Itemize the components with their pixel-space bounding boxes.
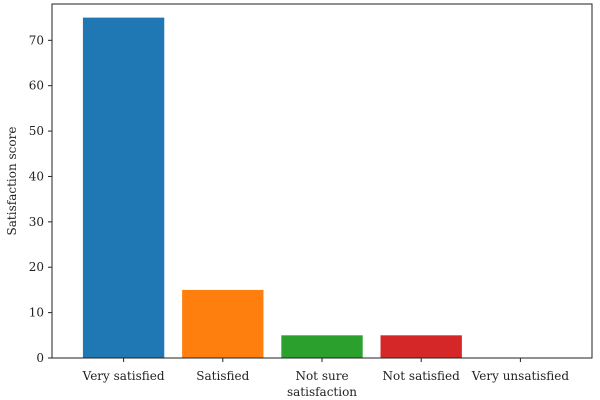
- bar-0: [82, 17, 165, 358]
- x-tick-label-line: Very satisfied: [82, 369, 165, 383]
- x-tick-label-line: Not satisfied: [383, 369, 461, 383]
- y-tick-label: 50: [29, 124, 44, 138]
- bar-1: [182, 289, 264, 358]
- x-tick-label: Very unsatisfied: [471, 369, 570, 383]
- y-tick-label: 20: [29, 260, 44, 274]
- bar-2: [281, 335, 363, 358]
- y-tick-label: 30: [29, 215, 44, 229]
- x-tick-label-line: Very unsatisfied: [471, 369, 570, 383]
- y-tick-label: 70: [29, 33, 44, 47]
- bars-group: [82, 17, 462, 358]
- y-axis-label: Satisfaction score: [5, 127, 19, 236]
- x-tick-label: Very satisfied: [82, 369, 165, 383]
- x-tick-label-line: Satisfied: [196, 369, 249, 383]
- x-tick-label: Satisfied: [196, 369, 249, 383]
- x-tick-label: Not satisfied: [383, 369, 461, 383]
- y-axis-ticks: 0 10 20 30 40 50 60 70: [29, 33, 52, 365]
- x-tick-label: Not sure satisfaction: [287, 369, 357, 399]
- x-axis-ticks: Very satisfied Satisfied Not sure satisfact…: [82, 358, 570, 399]
- plot-frame: [51, 3, 593, 359]
- y-tick-label: 40: [29, 169, 44, 183]
- y-tick-label: 10: [29, 306, 44, 320]
- y-tick-label: 60: [29, 79, 44, 93]
- y-tick-label: 0: [36, 351, 44, 365]
- x-tick-label-line: satisfaction: [287, 385, 357, 399]
- x-tick-label-line: Not sure: [295, 369, 348, 383]
- bar-3: [380, 335, 462, 358]
